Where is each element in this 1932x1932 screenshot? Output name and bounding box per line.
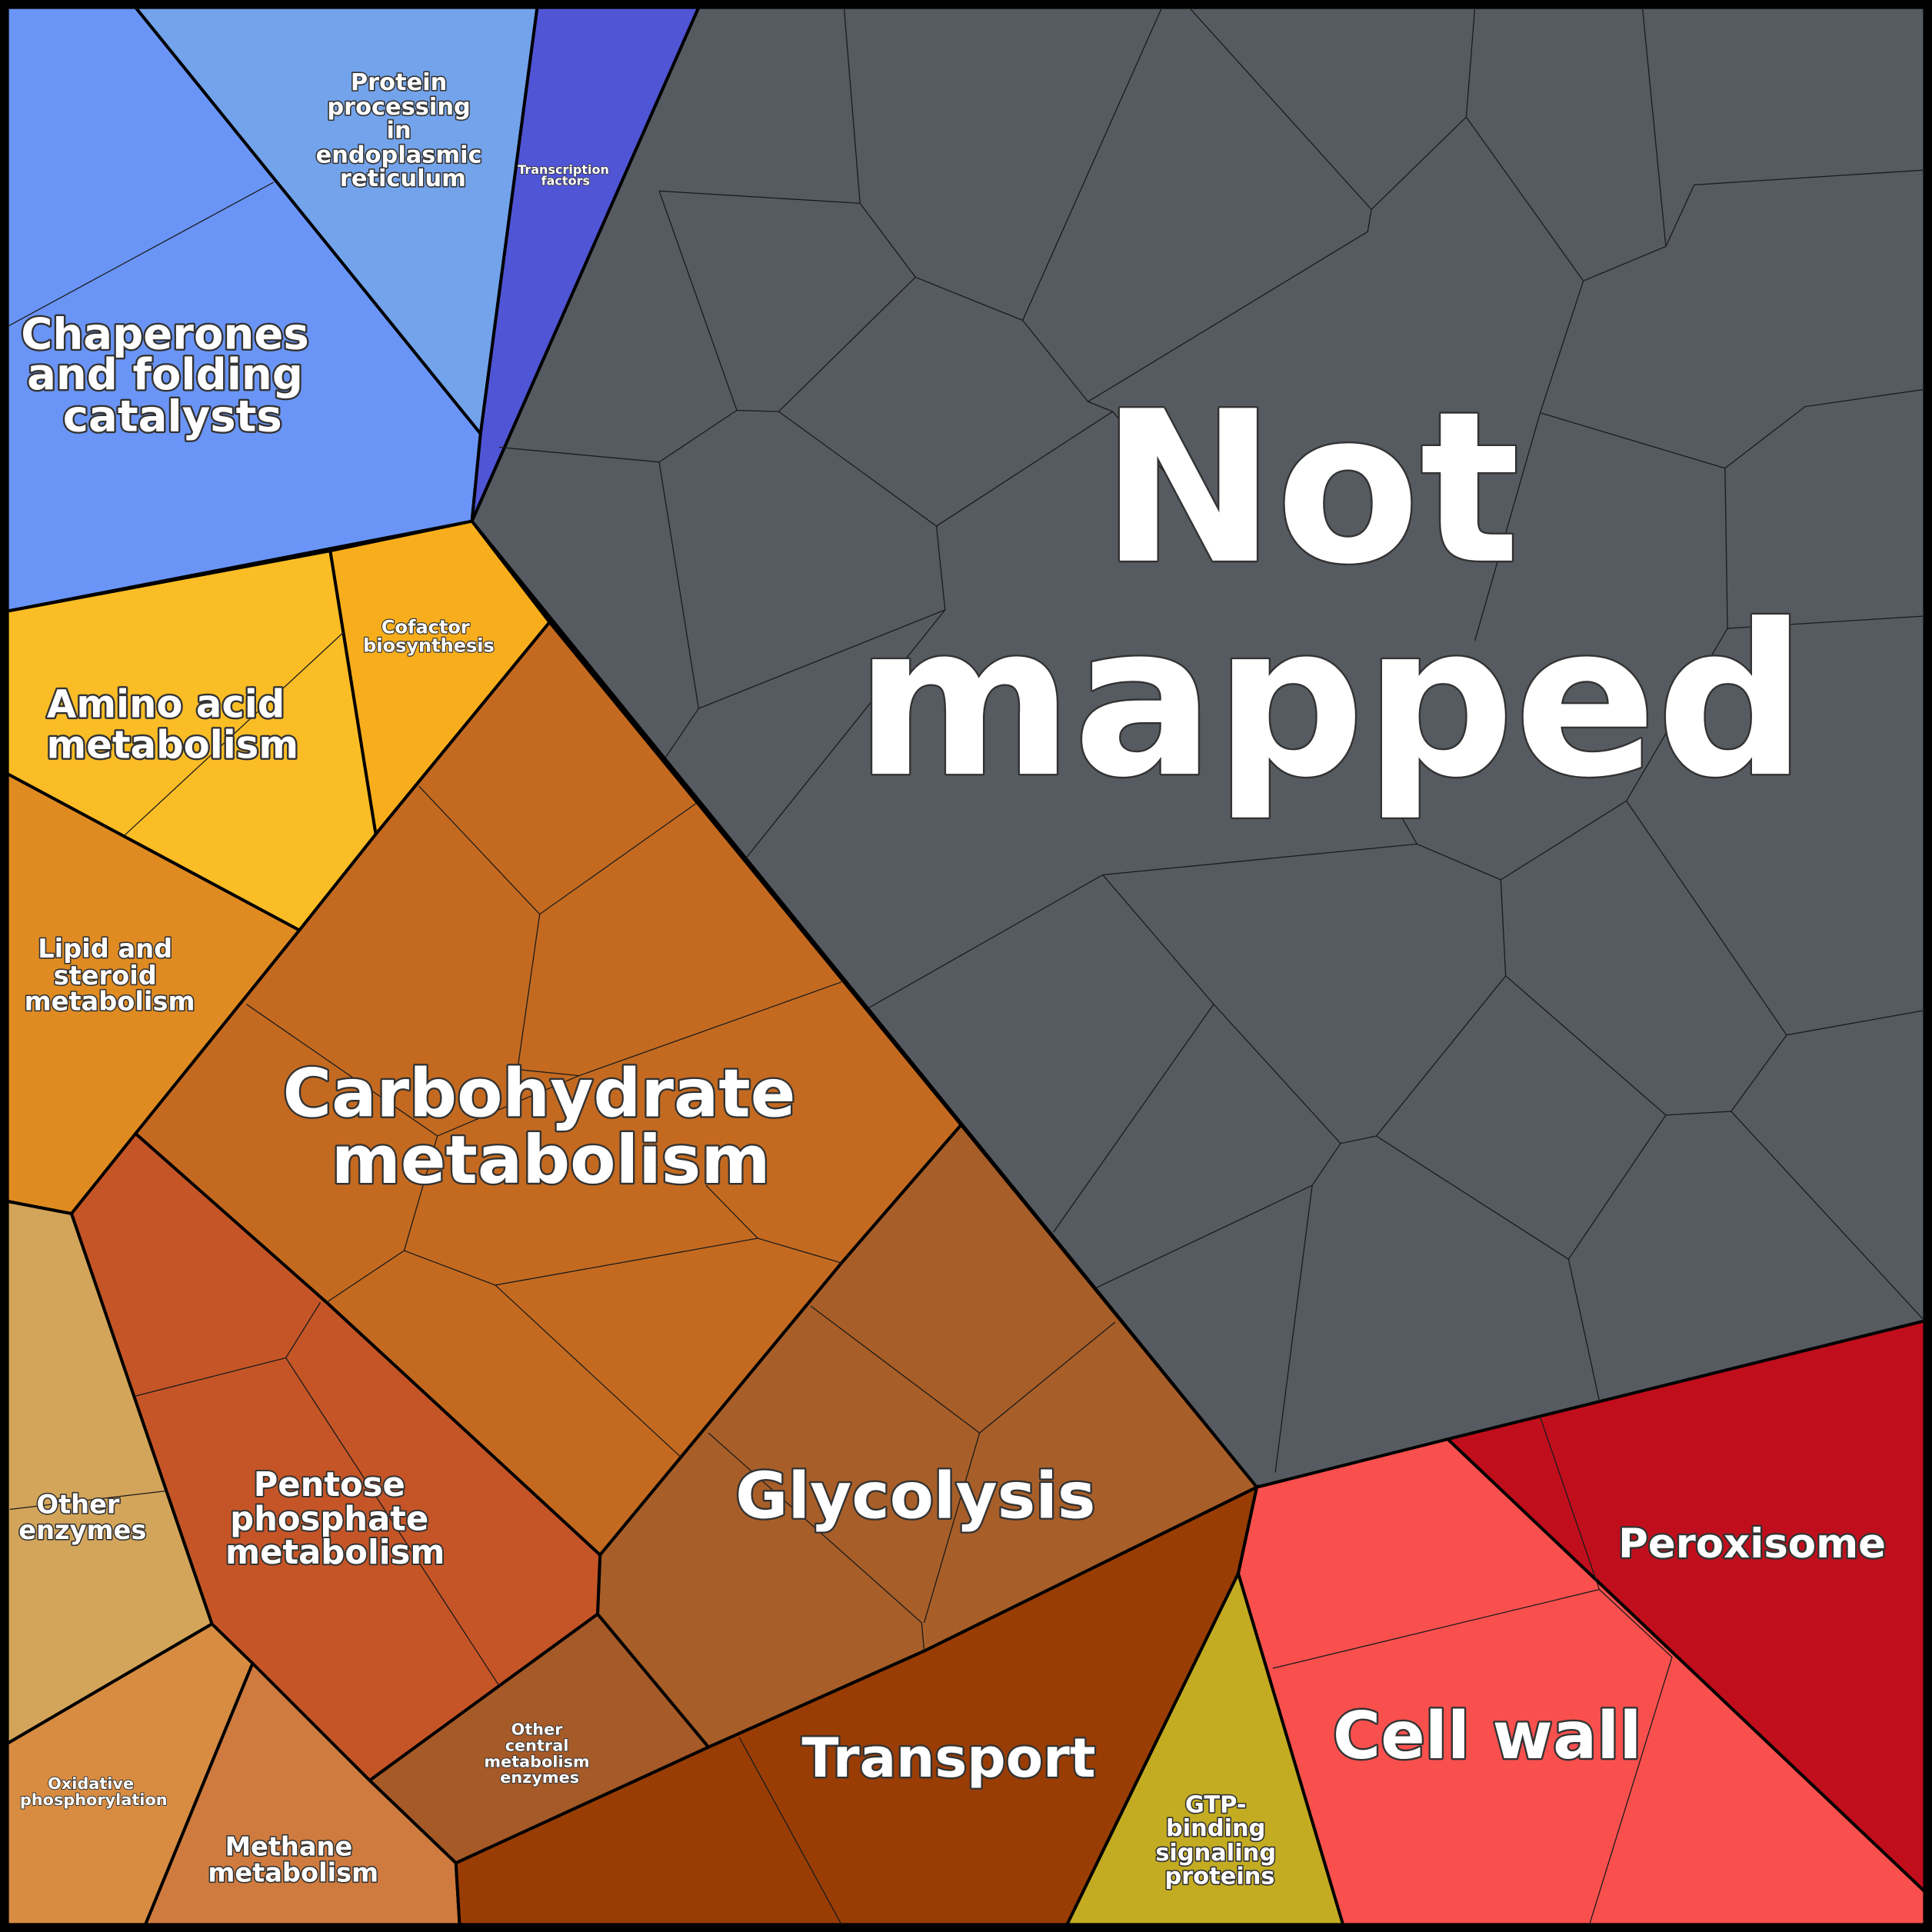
label-line: metabolism	[208, 1857, 378, 1887]
label-line: Cell wall	[1333, 1698, 1642, 1774]
label-line: proteins	[1164, 1864, 1274, 1890]
sub-cell-lines	[7, 7, 1925, 1925]
label-line: Transport	[802, 1727, 1096, 1790]
label-line: enzymes	[500, 1768, 579, 1787]
label-other-enzymes: Other enzymes	[18, 1489, 146, 1545]
label-line: Cofactor	[381, 616, 470, 638]
label-line: Chaperones	[21, 309, 309, 359]
label-line: Other	[511, 1720, 564, 1739]
label-line: Protein	[351, 69, 447, 96]
labels: Not mapped Chaperones and folding cataly…	[18, 68, 1888, 1891]
label-line: Oxidative	[48, 1774, 134, 1793]
label-pentose: Pentose phosphate metabolism	[225, 1466, 445, 1572]
label-carbohydrate: Carbohydrate metabolism	[283, 1055, 819, 1199]
label-line: reticulum	[340, 165, 466, 192]
label-line: mapped	[855, 580, 1807, 824]
label-line: Methane	[225, 1832, 353, 1862]
label-line: Pentose	[254, 1466, 405, 1504]
label-line: catalysts	[63, 392, 282, 442]
label-amino-acid: Amino acid metabolism	[46, 681, 298, 767]
cells	[5, 5, 1927, 1927]
label-line: Carbohydrate	[283, 1055, 796, 1132]
label-oxidative: Oxidative phosphorylation	[20, 1774, 168, 1809]
label-methane: Methane metabolism	[208, 1832, 378, 1888]
label-line: processing	[327, 94, 470, 121]
label-line: metabolism	[484, 1752, 589, 1770]
label-line: and folding	[27, 350, 303, 400]
label-line: phosphorylation	[20, 1790, 168, 1809]
label-line: Glycolysis	[735, 1459, 1095, 1534]
label-line: Other	[36, 1489, 119, 1519]
label-line: in	[387, 117, 411, 144]
label-line: Lipid and	[38, 934, 172, 964]
label-line: metabolism	[46, 722, 298, 767]
label-line: Amino acid	[47, 681, 285, 726]
label-transport: Transport	[802, 1727, 1096, 1790]
label-line: phosphate	[230, 1501, 428, 1539]
label-peroxisome: Peroxisome	[1618, 1521, 1886, 1567]
label-chaperones: Chaperones and folding catalysts	[21, 309, 324, 441]
label-line: factors	[541, 173, 590, 188]
label-gtp: GTP- binding signaling proteins	[1155, 1792, 1284, 1890]
label-glycolysis: Glycolysis	[735, 1459, 1095, 1534]
label-protein-processing: Protein processing in endoplasmic reticu…	[316, 69, 491, 192]
label-cell-wall: Cell wall	[1333, 1698, 1642, 1774]
label-line: Peroxisome	[1618, 1521, 1886, 1567]
label-line: GTP-	[1185, 1792, 1247, 1819]
label-line: Transcription	[518, 162, 609, 177]
label-line: endoplasmic	[316, 142, 482, 168]
label-transcription: Transcription factors	[518, 162, 613, 188]
label-not-mapped: Not mapped	[855, 367, 1807, 824]
label-line: biosynthesis	[363, 635, 495, 656]
label-line: central	[505, 1737, 569, 1755]
label-cofactor: Cofactor biosynthesis	[363, 616, 495, 656]
label-line: metabolism	[331, 1122, 771, 1199]
label-line: steroid	[54, 961, 157, 991]
label-line: metabolism	[225, 1534, 445, 1572]
label-line: enzymes	[18, 1515, 146, 1545]
label-other-central: Other central metabolism enzymes	[484, 1720, 595, 1787]
label-line: signaling	[1155, 1840, 1276, 1867]
label-lipid: Lipid and steroid metabolism	[25, 934, 195, 1017]
label-line: binding	[1166, 1815, 1266, 1842]
label-line: Not	[1101, 367, 1520, 611]
label-line: metabolism	[25, 987, 195, 1017]
